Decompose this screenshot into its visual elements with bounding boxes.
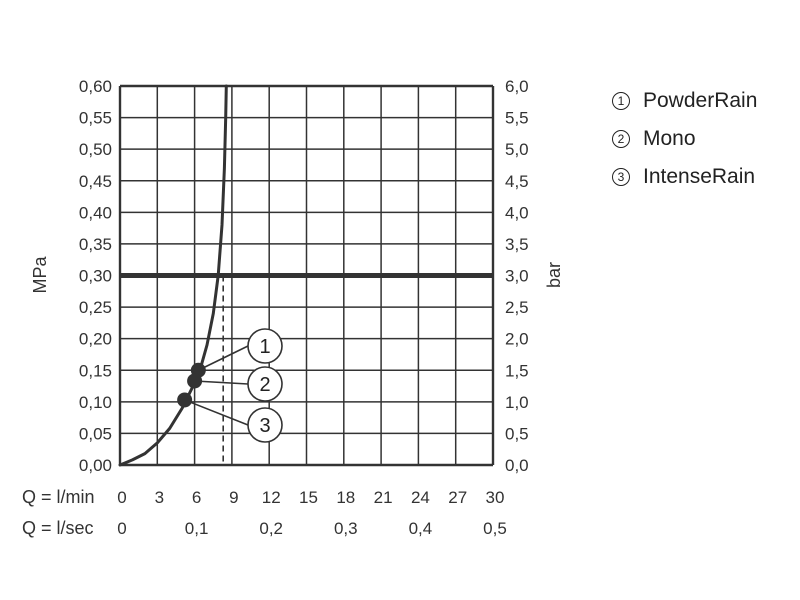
- x-tick: 15: [299, 488, 318, 507]
- callout-label-1: 1: [259, 336, 270, 358]
- x-tick: 0: [117, 488, 126, 507]
- callout-leader-2: [194, 380, 249, 385]
- reference-lines: [120, 273, 493, 465]
- y-tick-left: 0,20: [79, 330, 112, 349]
- y-tick-right: 4,0: [505, 203, 529, 222]
- x2-tick: 0: [117, 519, 126, 538]
- x-tick: 21: [374, 488, 393, 507]
- y-tick-left: 0,55: [79, 109, 112, 128]
- y-tick-left: 0,35: [79, 235, 112, 254]
- y-tick-left: 0,15: [79, 361, 112, 380]
- legend-number-2: 2: [612, 130, 630, 148]
- callout-leader-1: [197, 345, 249, 371]
- y-tick-right: 2,0: [505, 330, 529, 349]
- y-tick-right: 6,0: [505, 77, 529, 96]
- y-tick-right: 3,0: [505, 267, 529, 286]
- y-tick-right: 0,0: [505, 456, 529, 475]
- legend-item-mono: 2 Mono: [612, 120, 757, 158]
- y-tick-left: 0,50: [79, 140, 112, 159]
- y-tick-left: 0,60: [79, 77, 112, 96]
- x-axis-ticks: 0 3 6 9 12 15 18 21 24 27 30: [117, 488, 504, 507]
- data-point-2: [187, 373, 203, 389]
- legend: 1 PowderRain 2 Mono 3 IntenseRain: [612, 82, 757, 196]
- x-tick: 3: [155, 488, 164, 507]
- y-tick-right: 5,0: [505, 140, 529, 159]
- y-tick-left: 0,40: [79, 203, 112, 222]
- y-tick-right: 3,5: [505, 235, 529, 254]
- y-tick-right: 5,5: [505, 109, 529, 128]
- x-axis-label-primary: Q = l/min: [22, 487, 95, 507]
- legend-item-powderrain: 1 PowderRain: [612, 82, 757, 120]
- x-tick: 24: [411, 488, 430, 507]
- x-tick: 9: [229, 488, 238, 507]
- y-tick-left: 0,25: [79, 298, 112, 317]
- y-axis-label-left: MPa: [30, 256, 50, 294]
- y-tick-left: 0,30: [79, 267, 112, 286]
- legend-label-intenserain: IntenseRain: [643, 165, 756, 188]
- x-tick: 30: [486, 488, 505, 507]
- x2-tick: 0,1: [185, 519, 209, 538]
- x-tick: 12: [262, 488, 281, 507]
- x-tick: 27: [448, 488, 467, 507]
- data-point-3: [177, 392, 193, 408]
- callout-circle-2: [247, 366, 283, 402]
- legend-number-3: 3: [612, 168, 630, 186]
- y-tick-left: 0,10: [79, 393, 112, 412]
- secondary-x-axis-ticks: 0 0,1 0,2 0,3 0,4 0,5: [117, 519, 507, 538]
- curve-layer: 1 2 3: [118, 84, 283, 467]
- callout-label-3: 3: [259, 415, 270, 437]
- legend-label-mono: Mono: [643, 127, 696, 150]
- callout-leader-3: [184, 399, 249, 426]
- x-axis-label-secondary: Q = l/sec: [22, 518, 94, 538]
- y-axis-label-right: bar: [544, 262, 564, 288]
- y-tick-left: 0,00: [79, 456, 112, 475]
- legend-label-powderrain: PowderRain: [643, 89, 758, 112]
- x2-tick: 0,5: [483, 519, 507, 538]
- x-tick: 18: [336, 488, 355, 507]
- y-tick-right: 2,5: [505, 298, 529, 317]
- legend-item-intenserain: 3 IntenseRain: [612, 158, 757, 196]
- y-tick-left: 0,45: [79, 172, 112, 191]
- y-tick-right: 1,0: [505, 393, 529, 412]
- y-tick-left: 0,05: [79, 424, 112, 443]
- y-tick-right: 4,5: [505, 172, 529, 191]
- y-tick-right: 1,5: [505, 361, 529, 380]
- x2-tick: 0,4: [409, 519, 433, 538]
- callout-label-2: 2: [259, 374, 270, 396]
- x2-tick: 0,2: [259, 519, 283, 538]
- right-axis-ticks: 0,0 0,5 1,0 1,5 2,0 2,5 3,0 3,5 4,0 4,5 5,0 5,5 6,0: [505, 77, 529, 475]
- x-tick: 6: [192, 488, 201, 507]
- y-tick-right: 0,5: [505, 424, 529, 443]
- x2-tick: 0,3: [334, 519, 358, 538]
- callout-circle-1: [247, 328, 283, 364]
- left-axis-ticks: 0,00 0,05 0,10 0,15 0,20 0,25 0,30 0,35 0,40 0,45…: [79, 77, 112, 475]
- callout-circle-3: [247, 407, 283, 443]
- legend-number-1: 1: [612, 92, 630, 110]
